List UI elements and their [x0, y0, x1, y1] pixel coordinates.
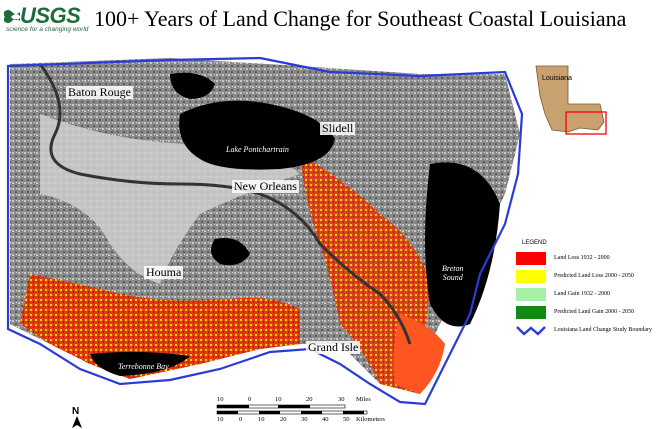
city-label-baton-rouge: Baton Rouge	[66, 85, 133, 99]
legend-label: Land Loss 1932 - 2000	[554, 255, 610, 261]
legend-item-land-loss: Land Loss 1932 - 2000	[516, 252, 661, 266]
legend-label: Land Gain 1932 - 2000	[554, 291, 610, 297]
scale-km-tick: 30	[301, 416, 308, 423]
logo-text: USGS	[20, 3, 81, 28]
scale-km-tick: 0	[239, 416, 243, 423]
scale-bar: 10 0 10 20 30 Miles 10 0 10 20 30 40 50 …	[214, 396, 385, 426]
lake-maurepas	[170, 72, 215, 99]
inset-study-area-box	[565, 111, 607, 135]
city-label-houma: Houma	[144, 265, 184, 279]
study-boundary	[6, 56, 524, 406]
usgs-logo: USGS science for a changing world	[4, 3, 89, 38]
gulf-water	[0, 224, 661, 429]
land-loss-zone-west	[20, 274, 300, 379]
scale-mile-tick: 20	[306, 396, 313, 403]
legend-item-predicted-land-gain: Predicted Land Gain 2000 - 2050	[516, 306, 661, 320]
scale-bar-graphic	[216, 404, 368, 415]
city-label-new-orleans: New Orleans	[232, 179, 299, 193]
north-label: N	[72, 406, 80, 417]
louisiana-inset	[535, 65, 607, 135]
city-label-slidell: Slidell	[320, 121, 356, 135]
breton-sound	[425, 162, 500, 327]
lake-pontchartrain	[179, 100, 335, 170]
legend-swatch	[516, 270, 546, 283]
legend-title: LEGEND	[522, 240, 547, 246]
legend-label: Predicted Land Loss 2000 - 2050	[554, 273, 634, 279]
water-label-breton-sound: Breton Sound	[442, 264, 464, 282]
scale-miles-unit: Miles	[356, 396, 371, 403]
water-label-terrebonne-bay: Terrebonne Bay	[118, 362, 169, 371]
water-label-lake-pontchartrain: Lake Pontchartrain	[226, 145, 289, 154]
scale-km-tick: 20	[280, 416, 287, 423]
legend-swatch	[516, 288, 546, 301]
logo-tagline: science for a changing world	[6, 26, 89, 33]
legend-item-predicted-land-loss: Predicted Land Loss 2000 - 2050	[516, 270, 661, 284]
scale-mile-tick: 0	[248, 396, 252, 403]
legend-swatch	[516, 252, 546, 265]
usgs-wave-icon	[4, 10, 20, 23]
legend-label: Predicted Land Gain 2000 - 2050	[554, 309, 635, 315]
barataria-lake	[211, 238, 250, 266]
scale-km-tick: 50	[343, 416, 350, 423]
city-label-grand-isle: Grand Isle	[306, 340, 361, 354]
legend-swatch	[516, 306, 546, 319]
legend-item-study-boundary: Louisiana Land Change Study Boundary	[516, 324, 661, 338]
land-change-map: Baton Rouge Slidell New Orleans Houma Gr…	[0, 44, 661, 429]
terrebonne-bay	[90, 351, 190, 376]
scale-mile-tick: 10	[217, 396, 224, 403]
north-arrow-icon	[72, 416, 82, 428]
scale-km-unit: Kilometers	[356, 416, 385, 423]
scale-mile-tick: 30	[338, 396, 345, 403]
page-title: 100+ Years of Land Change for Southeast …	[94, 6, 627, 31]
mississippi-river	[38, 63, 412, 345]
scale-km-tick: 10	[258, 416, 265, 423]
legend-label: Louisiana Land Change Study Boundary	[554, 327, 652, 333]
map-canvas	[0, 56, 661, 429]
inset-label-louisiana: Louisiana	[542, 75, 572, 82]
north-arrow: N	[70, 406, 84, 428]
header: USGS science for a changing world 100+ Y…	[0, 0, 661, 44]
scale-mile-tick: 10	[275, 396, 282, 403]
boundary-line-icon	[516, 326, 546, 336]
scale-km-tick: 40	[322, 416, 329, 423]
map-legend: LEGEND Land Loss 1932 - 2000 Predicted L…	[516, 240, 661, 350]
legend-item-land-gain: Land Gain 1932 - 2000	[516, 288, 661, 302]
scale-km-tick: 10	[217, 416, 224, 423]
